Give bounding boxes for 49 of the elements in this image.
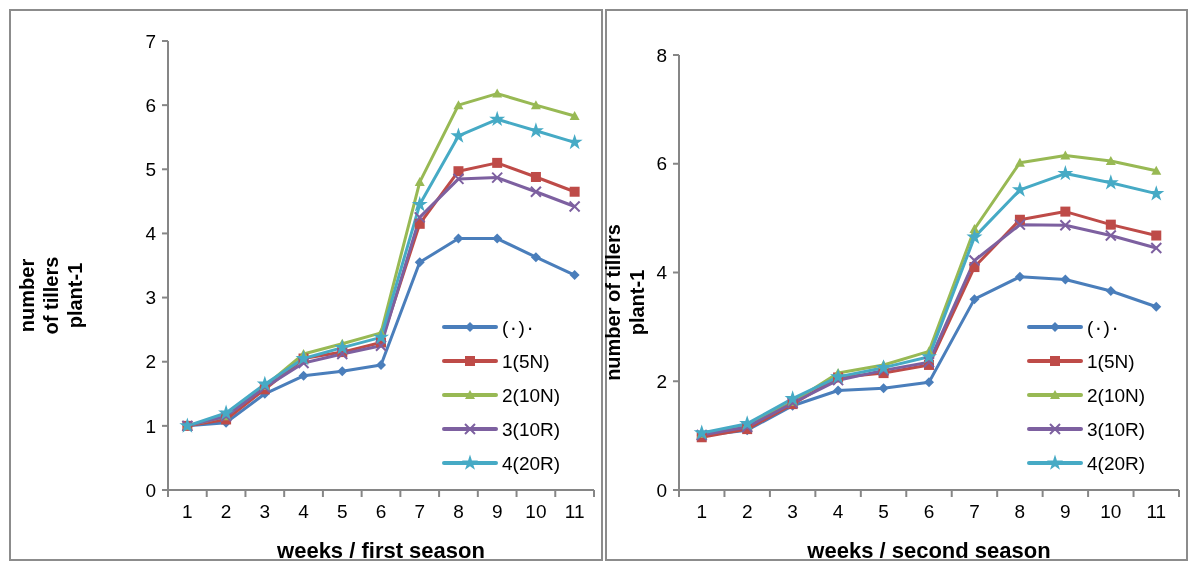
x-tick-label: 7: [969, 501, 980, 522]
x-tick-label: 6: [923, 501, 935, 522]
y-tick-label: 2: [656, 370, 667, 392]
y-axis-title: number of tillers plant-1: [602, 224, 648, 381]
x-tick-label: 1: [696, 501, 708, 522]
x-tick-label: 5: [878, 501, 889, 522]
legend-label: 1(5N): [1087, 350, 1135, 372]
y-tick-label: 0: [656, 479, 667, 501]
x-tick-label: 3: [259, 501, 271, 522]
x-tick-label: 8: [453, 501, 464, 522]
y-tick-label: 7: [145, 30, 156, 52]
legend-label: 4(20R): [502, 452, 561, 474]
x-tick-label: 2: [220, 501, 232, 522]
y-tick-label: 3: [145, 287, 156, 309]
x-tick-label: 1: [182, 501, 193, 522]
x-tick-label: 5: [336, 501, 348, 522]
legend-label: 3(10R): [502, 418, 561, 440]
legend-label: 4(20R): [1087, 452, 1146, 474]
x-tick-label: 8: [1014, 501, 1026, 522]
x-tick-label: 10: [525, 501, 547, 522]
x-tick-label: 6: [375, 501, 387, 522]
y-tick-label: 6: [656, 153, 667, 175]
y-tick-label: 8: [656, 44, 667, 66]
y-tick-label: 6: [145, 94, 156, 116]
x-axis-title: weeks / second season: [806, 538, 1051, 563]
y-tick-label: 1: [145, 415, 156, 437]
x-tick-label: 9: [1060, 501, 1071, 522]
x-tick-label: 9: [491, 501, 503, 522]
x-axis-title: weeks / first season: [276, 538, 485, 563]
legend-label: 2(10N): [1087, 384, 1146, 406]
x-tick-label: 4: [832, 501, 844, 522]
y-tick-label: 2: [145, 351, 156, 373]
x-tick-label: 11: [1146, 501, 1167, 522]
x-tick-label: 2: [741, 501, 753, 522]
legend-label: 2(10N): [502, 384, 561, 406]
legend-label: (٠)٠: [1087, 316, 1121, 338]
y-tick-label: 0: [145, 479, 156, 501]
legend-label: 3(10R): [1087, 418, 1146, 440]
y-tick-label: 4: [656, 262, 668, 284]
x-tick-label: 3: [787, 501, 798, 522]
legend-label: (٠)٠: [502, 316, 536, 338]
x-tick-label: 4: [298, 501, 310, 522]
x-tick-label: 11: [564, 501, 585, 522]
legend-label: 1(5N): [502, 350, 550, 372]
x-tick-label: 10: [1100, 501, 1122, 522]
y-tick-label: 5: [145, 158, 156, 180]
y-tick-label: 4: [145, 223, 157, 245]
x-tick-label: 7: [414, 501, 426, 522]
y-axis-title: number of tillers plant-1: [16, 256, 86, 335]
